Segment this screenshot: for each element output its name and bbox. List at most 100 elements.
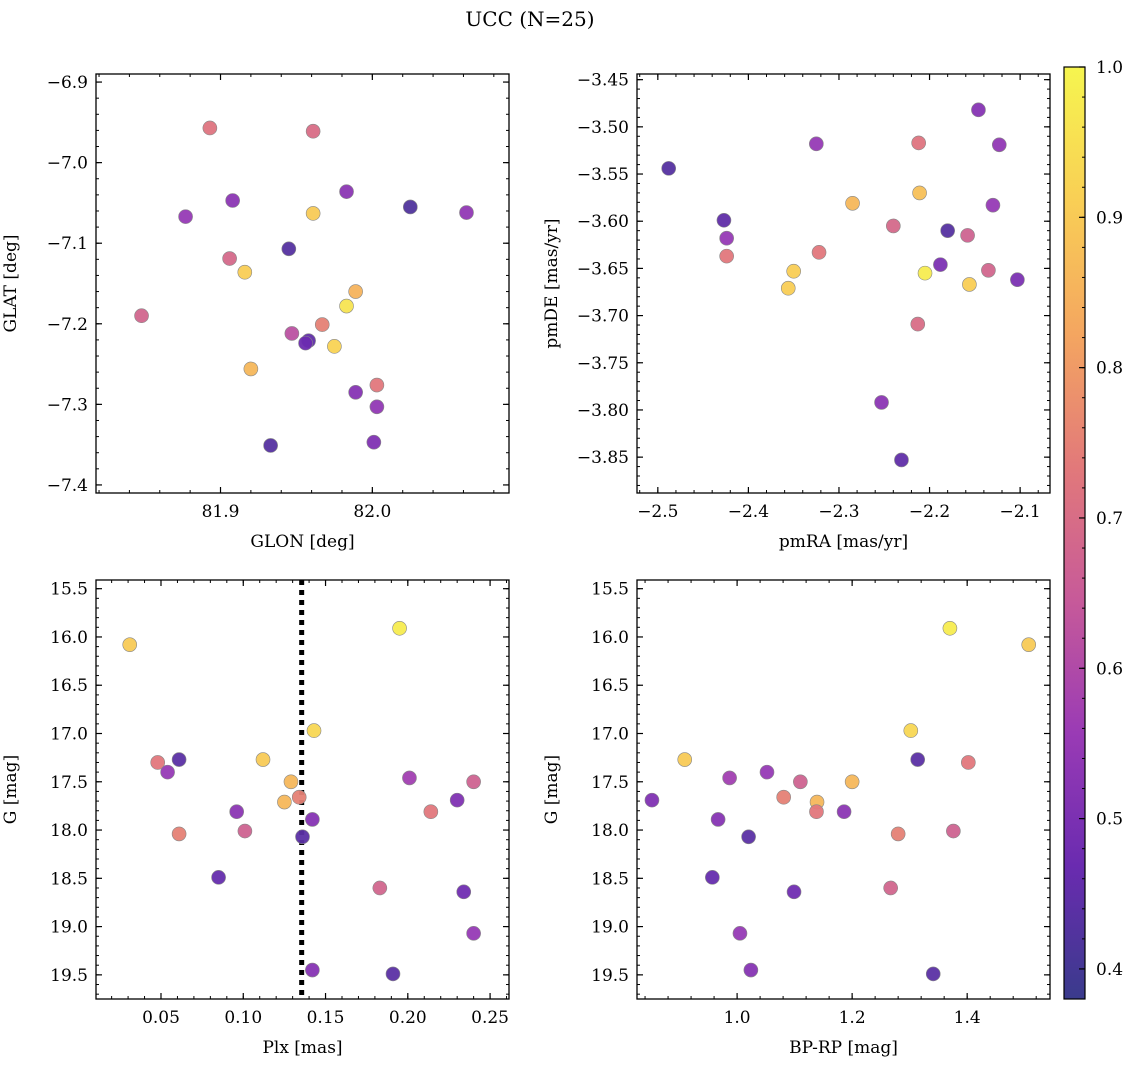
x-tick-label: −2.2 (909, 502, 950, 522)
data-point (741, 829, 756, 845)
data-point (912, 185, 927, 201)
data-point (339, 298, 354, 314)
y-tick-label: −3.85 (577, 448, 629, 468)
data-point (1010, 272, 1025, 288)
y-tick-label: −7.0 (47, 154, 88, 174)
data-point (222, 251, 237, 266)
axes-frame (95, 73, 510, 494)
data-point (283, 774, 299, 790)
y-tick-label: −3.50 (577, 118, 629, 138)
y-tick-label: 17.0 (50, 725, 88, 745)
y-tick-label: −7.2 (47, 315, 88, 335)
data-point (281, 241, 297, 257)
y-tick-label: 15.5 (591, 580, 629, 600)
data-point (719, 248, 734, 264)
data-point (291, 789, 307, 805)
colorbar-tick-label: 0.7 (1096, 509, 1123, 529)
data-point (961, 755, 976, 770)
data-point (122, 637, 138, 652)
data-point (793, 774, 808, 790)
data-point (160, 764, 175, 780)
x-tick-label: 1.4 (954, 1008, 981, 1028)
axes-frame (636, 579, 1051, 1000)
data-point (348, 384, 363, 400)
x-tick-label: 82.0 (353, 502, 391, 522)
y-tick-label: 19.0 (50, 918, 88, 938)
data-point (402, 770, 417, 786)
x-tick-label: 0.15 (307, 1008, 345, 1028)
y-tick-label: 16.5 (591, 676, 629, 696)
data-point (403, 199, 418, 215)
data-point (732, 926, 748, 941)
data-point (392, 620, 407, 636)
colorbar-tick-label: 0.9 (1096, 208, 1123, 228)
data-point (786, 884, 802, 900)
x-tick-label: −2.4 (728, 502, 769, 522)
data-point (171, 752, 187, 767)
data-point (743, 962, 759, 978)
data-point (677, 752, 693, 767)
data-point (237, 264, 253, 280)
data-point (369, 399, 385, 415)
y-tick-label: 19.0 (591, 918, 629, 938)
data-point (225, 193, 240, 208)
data-point (466, 774, 481, 790)
panels: 81.9 82.0 −6.9 −7.0 −7.1 −7.2 −7.3 −7.4 GLON [de… (1, 71, 1051, 1058)
data-point (459, 205, 474, 220)
axes-frame (636, 73, 1051, 494)
data-point (722, 770, 737, 786)
data-point (150, 755, 166, 770)
data-point (917, 265, 933, 281)
colorbar-tick-label: 1.0 (1096, 58, 1123, 78)
data-point (985, 197, 1001, 213)
y-tick-label: −3.70 (577, 307, 629, 327)
data-point (339, 184, 354, 199)
data-point (178, 209, 193, 224)
x-tick-label: 0.25 (471, 1008, 509, 1028)
data-point (719, 230, 734, 246)
data-point (255, 752, 271, 767)
data-point (243, 361, 259, 377)
y-tick-label: −3.75 (577, 354, 629, 374)
x-tick-label: 1.0 (724, 1008, 751, 1028)
data-point (910, 316, 926, 332)
data-point (298, 335, 313, 351)
x-axis-label: Plx [mas] (262, 1038, 342, 1058)
data-point (284, 326, 300, 341)
y-tick-label: 18.5 (591, 869, 629, 889)
data-point (962, 277, 977, 292)
data-point (705, 870, 720, 885)
data-point (981, 262, 996, 278)
data-point (942, 620, 958, 636)
data-point (759, 764, 775, 780)
data-point (940, 223, 955, 238)
data-point (910, 752, 926, 767)
data-point (886, 218, 901, 234)
panel-4: 1.0 1.2 1.4 15.5 16.0 16.5 17.0 17.5 18.0 18.5 19.… (542, 579, 1051, 1058)
colorbar-tick-label: 0.8 (1096, 359, 1123, 379)
data-point (911, 135, 926, 151)
data-point (890, 826, 906, 842)
data-point (305, 962, 320, 978)
data-point (780, 280, 796, 296)
colorbar-tick-label: 0.6 (1096, 659, 1123, 679)
data-point (933, 257, 948, 272)
panel-3: 0.05 0.10 0.15 0.20 0.25 15.5 16.0 16.5 17.0 17.5… (1, 579, 510, 1058)
y-tick-label: 19.5 (591, 966, 629, 986)
data-point (211, 870, 226, 885)
colorbar-bar (1063, 66, 1086, 1000)
data-point (874, 395, 889, 410)
y-tick-label: −7.1 (47, 234, 88, 254)
data-point (925, 966, 941, 982)
y-tick-label: 17.0 (591, 725, 629, 745)
data-point (809, 136, 824, 152)
y-tick-label: −3.55 (577, 165, 629, 185)
data-point (991, 137, 1007, 153)
data-point (305, 812, 320, 827)
scatter-series (122, 620, 481, 982)
x-tick-label: 0.20 (389, 1008, 427, 1028)
data-point (449, 792, 465, 808)
data-point (809, 804, 824, 820)
data-point (171, 826, 187, 842)
y-tick-label: −3.45 (577, 71, 629, 91)
